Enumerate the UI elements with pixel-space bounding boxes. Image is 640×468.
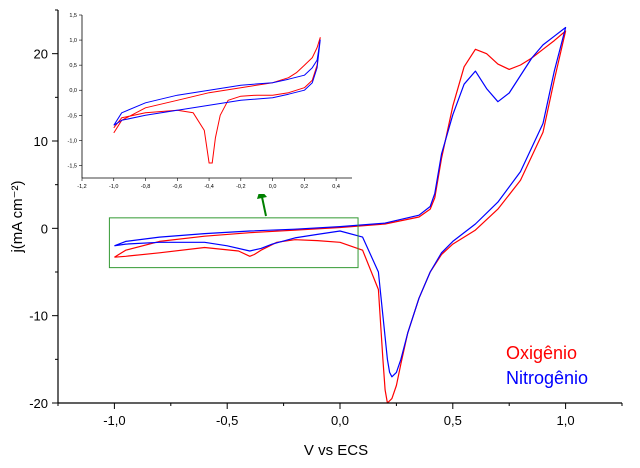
inset-arrow-shaft <box>261 196 267 217</box>
inset-x-tick-label: -0,4 <box>204 184 213 190</box>
legend: Oxigênio Nitrogênio <box>506 343 588 388</box>
inset-x-tick-label: -0,8 <box>141 184 150 190</box>
inset-x-tick-label: 0,2 <box>301 184 309 190</box>
inset-background <box>60 8 360 194</box>
inset-series-line-oxigenio <box>113 37 321 164</box>
series-line-oxigenio <box>114 30 567 404</box>
inset-y-tick-label: -1,5 <box>68 163 77 169</box>
legend-label-nitrogenio: Nitrogênio <box>506 368 588 388</box>
y-axis-title: j(mA cm⁻²) <box>9 180 26 253</box>
x-tick-label: 1,0 <box>557 413 575 428</box>
y-tick-label: 0 <box>41 221 48 236</box>
inset-y-tick-label: 0,5 <box>69 63 77 69</box>
x-tick-label: 0,5 <box>444 413 462 428</box>
inset-y-tick-label: 1,5 <box>69 13 77 19</box>
inset-x-tick-label: -1,0 <box>109 184 118 190</box>
inset-y-tick-label: 1,0 <box>69 38 77 44</box>
inset-y-tick-label: 0,0 <box>69 88 77 94</box>
inset-x-tick-label: 0,0 <box>269 184 277 190</box>
main-plot: -1,0 -0,5 0,0 0,5 1,0 -20 -10 0 10 20 V vs ECS j(mA… <box>9 9 623 459</box>
x-tick-label: 0,0 <box>331 413 349 428</box>
legend-label-oxigenio: Oxigênio <box>506 343 577 363</box>
inset-x-tick-label: -1,2 <box>77 184 86 190</box>
y-tick-label: 20 <box>34 47 48 62</box>
inset-y-tick-label: -1,0 <box>68 138 77 144</box>
highlight-rectangle <box>108 217 359 269</box>
y-tick-label: -10 <box>29 309 48 324</box>
series-line-nitrogenio <box>114 26 567 378</box>
x-axis-title: V vs ECS <box>304 442 368 459</box>
y-tick-label: -20 <box>29 396 48 411</box>
inset-y-tick-label: -0,5 <box>68 113 77 119</box>
inset-x-tick-label: -0,2 <box>236 184 245 190</box>
x-tick-label: -1,0 <box>103 413 125 428</box>
inset-plot: -1,2 -1,0 -0,8 -0,6 -0,4 -0,2 0,0 0,2 0,4 -1,5 -1,… <box>60 8 360 194</box>
inset-series-line-nitrogenio <box>113 39 321 126</box>
y-tick-label: 10 <box>34 134 48 149</box>
x-tick-label: -0,5 <box>216 413 238 428</box>
inset-x-tick-label: 0,4 <box>332 184 340 190</box>
inset-x-tick-label: -0,6 <box>173 184 182 190</box>
